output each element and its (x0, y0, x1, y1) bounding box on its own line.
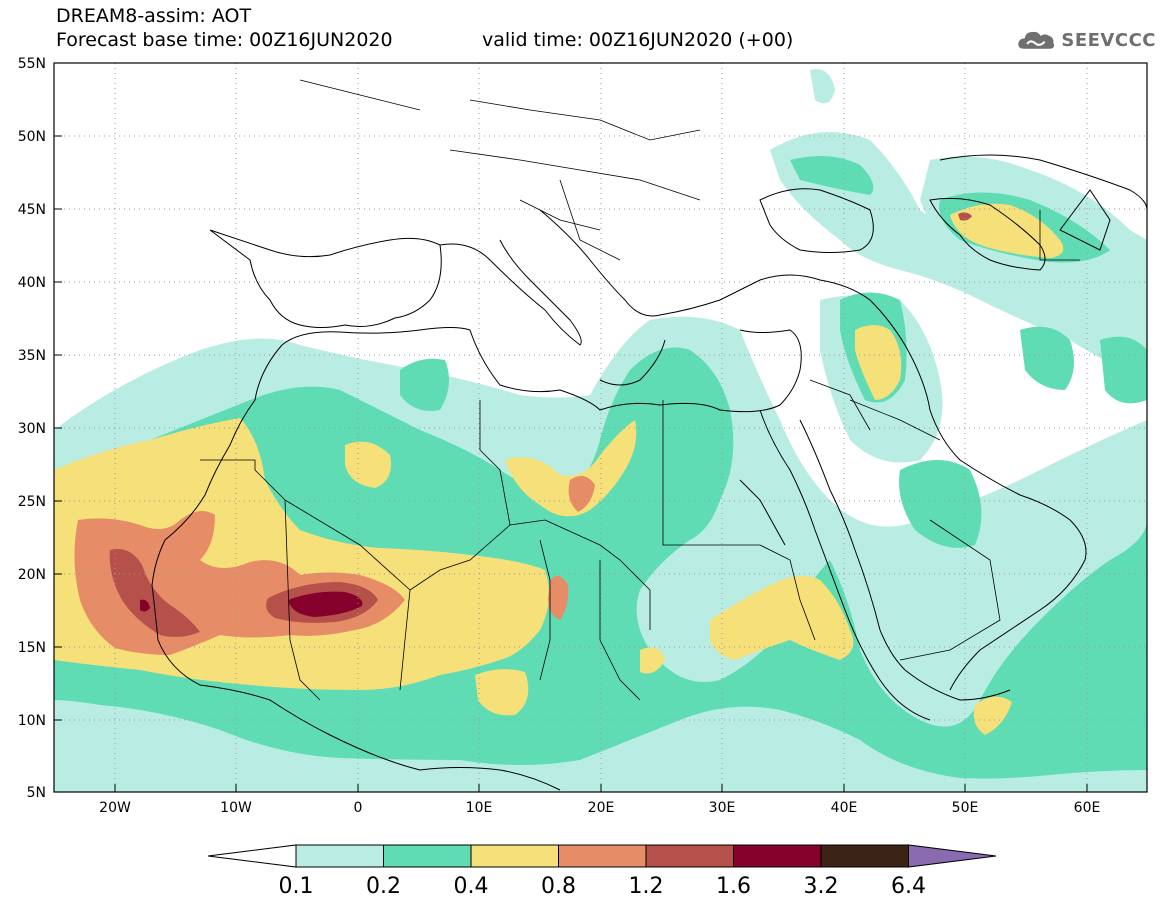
latitude-labels: 55N 50N 45N 40N 35N 30N 25N 20N 15N 10N … (18, 56, 46, 801)
colorbar-label-3: 0.8 (541, 874, 576, 899)
lon-label-10w: 10W (220, 800, 252, 816)
logo-text: SEEVCCC (1061, 29, 1156, 51)
lon-label-60e: 60E (1074, 800, 1101, 816)
lat-label-15n: 15N (18, 640, 46, 656)
lat-label-35n: 35N (18, 348, 46, 364)
lat-label-55n: 55N (18, 56, 46, 72)
colorbar-under-arrow (207, 844, 297, 868)
longitude-labels: 20W 10W 0 10E 20E 30E 40E 50E 60E (99, 800, 1100, 816)
colorbar-label-5: 1.6 (716, 874, 751, 899)
aot-field (54, 63, 1147, 792)
lat-label-5n: 5N (27, 785, 46, 801)
colorbar-swatch-0 (295, 844, 384, 868)
cloud-icon (1018, 31, 1055, 49)
colorbar-swatch-2 (470, 844, 559, 868)
colorbar-label-0: 0.1 (279, 874, 314, 899)
lon-label-50e: 50E (952, 800, 979, 816)
lat-label-40n: 40N (18, 275, 46, 291)
colorbar: 0.1 0.2 0.4 0.8 1.2 1.6 3.2 6.4 (207, 844, 997, 899)
graticule (54, 63, 1147, 792)
aot-contour-1-6 (140, 591, 363, 617)
lon-label-20e: 20E (588, 800, 615, 816)
lon-label-10e: 10E (466, 800, 493, 816)
lon-label-0: 0 (354, 800, 363, 816)
lat-label-25n: 25N (18, 494, 46, 510)
coastlines (151, 154, 1147, 791)
lat-label-20n: 20N (18, 567, 46, 583)
lon-label-40e: 40E (831, 800, 858, 816)
forecast-base-time: Forecast base time: 00Z16JUN2020 (56, 29, 393, 51)
lon-label-30e: 30E (709, 800, 736, 816)
lat-label-10n: 10N (18, 713, 46, 729)
colorbar-label-2: 0.4 (454, 874, 489, 899)
colorbar-swatch-4 (645, 844, 734, 868)
lat-label-50n: 50N (18, 129, 46, 145)
colorbar-label-6: 3.2 (804, 874, 839, 899)
seevccc-logo: SEEVCCC (1016, 24, 1156, 56)
valid-time: valid time: 00Z16JUN2020 (+00) (482, 29, 794, 51)
colorbar-label-4: 1.2 (629, 874, 664, 899)
lat-label-30n: 30N (18, 421, 46, 437)
lat-label-45n: 45N (18, 202, 46, 218)
colorbar-swatch-1 (383, 844, 472, 868)
axis-ticks (54, 62, 1088, 792)
colorbar-label-1: 0.2 (366, 874, 401, 899)
colorbar-swatch-3 (558, 844, 647, 868)
lon-label-20w: 20W (99, 800, 131, 816)
map-title: DREAM8-assim: AOT (56, 5, 252, 27)
colorbar-swatch-6 (820, 844, 909, 868)
colorbar-over-arrow (908, 844, 997, 868)
borders (200, 79, 1080, 701)
colorbar-label-7: 6.4 (891, 874, 926, 899)
colorbar-swatch-5 (733, 844, 822, 868)
